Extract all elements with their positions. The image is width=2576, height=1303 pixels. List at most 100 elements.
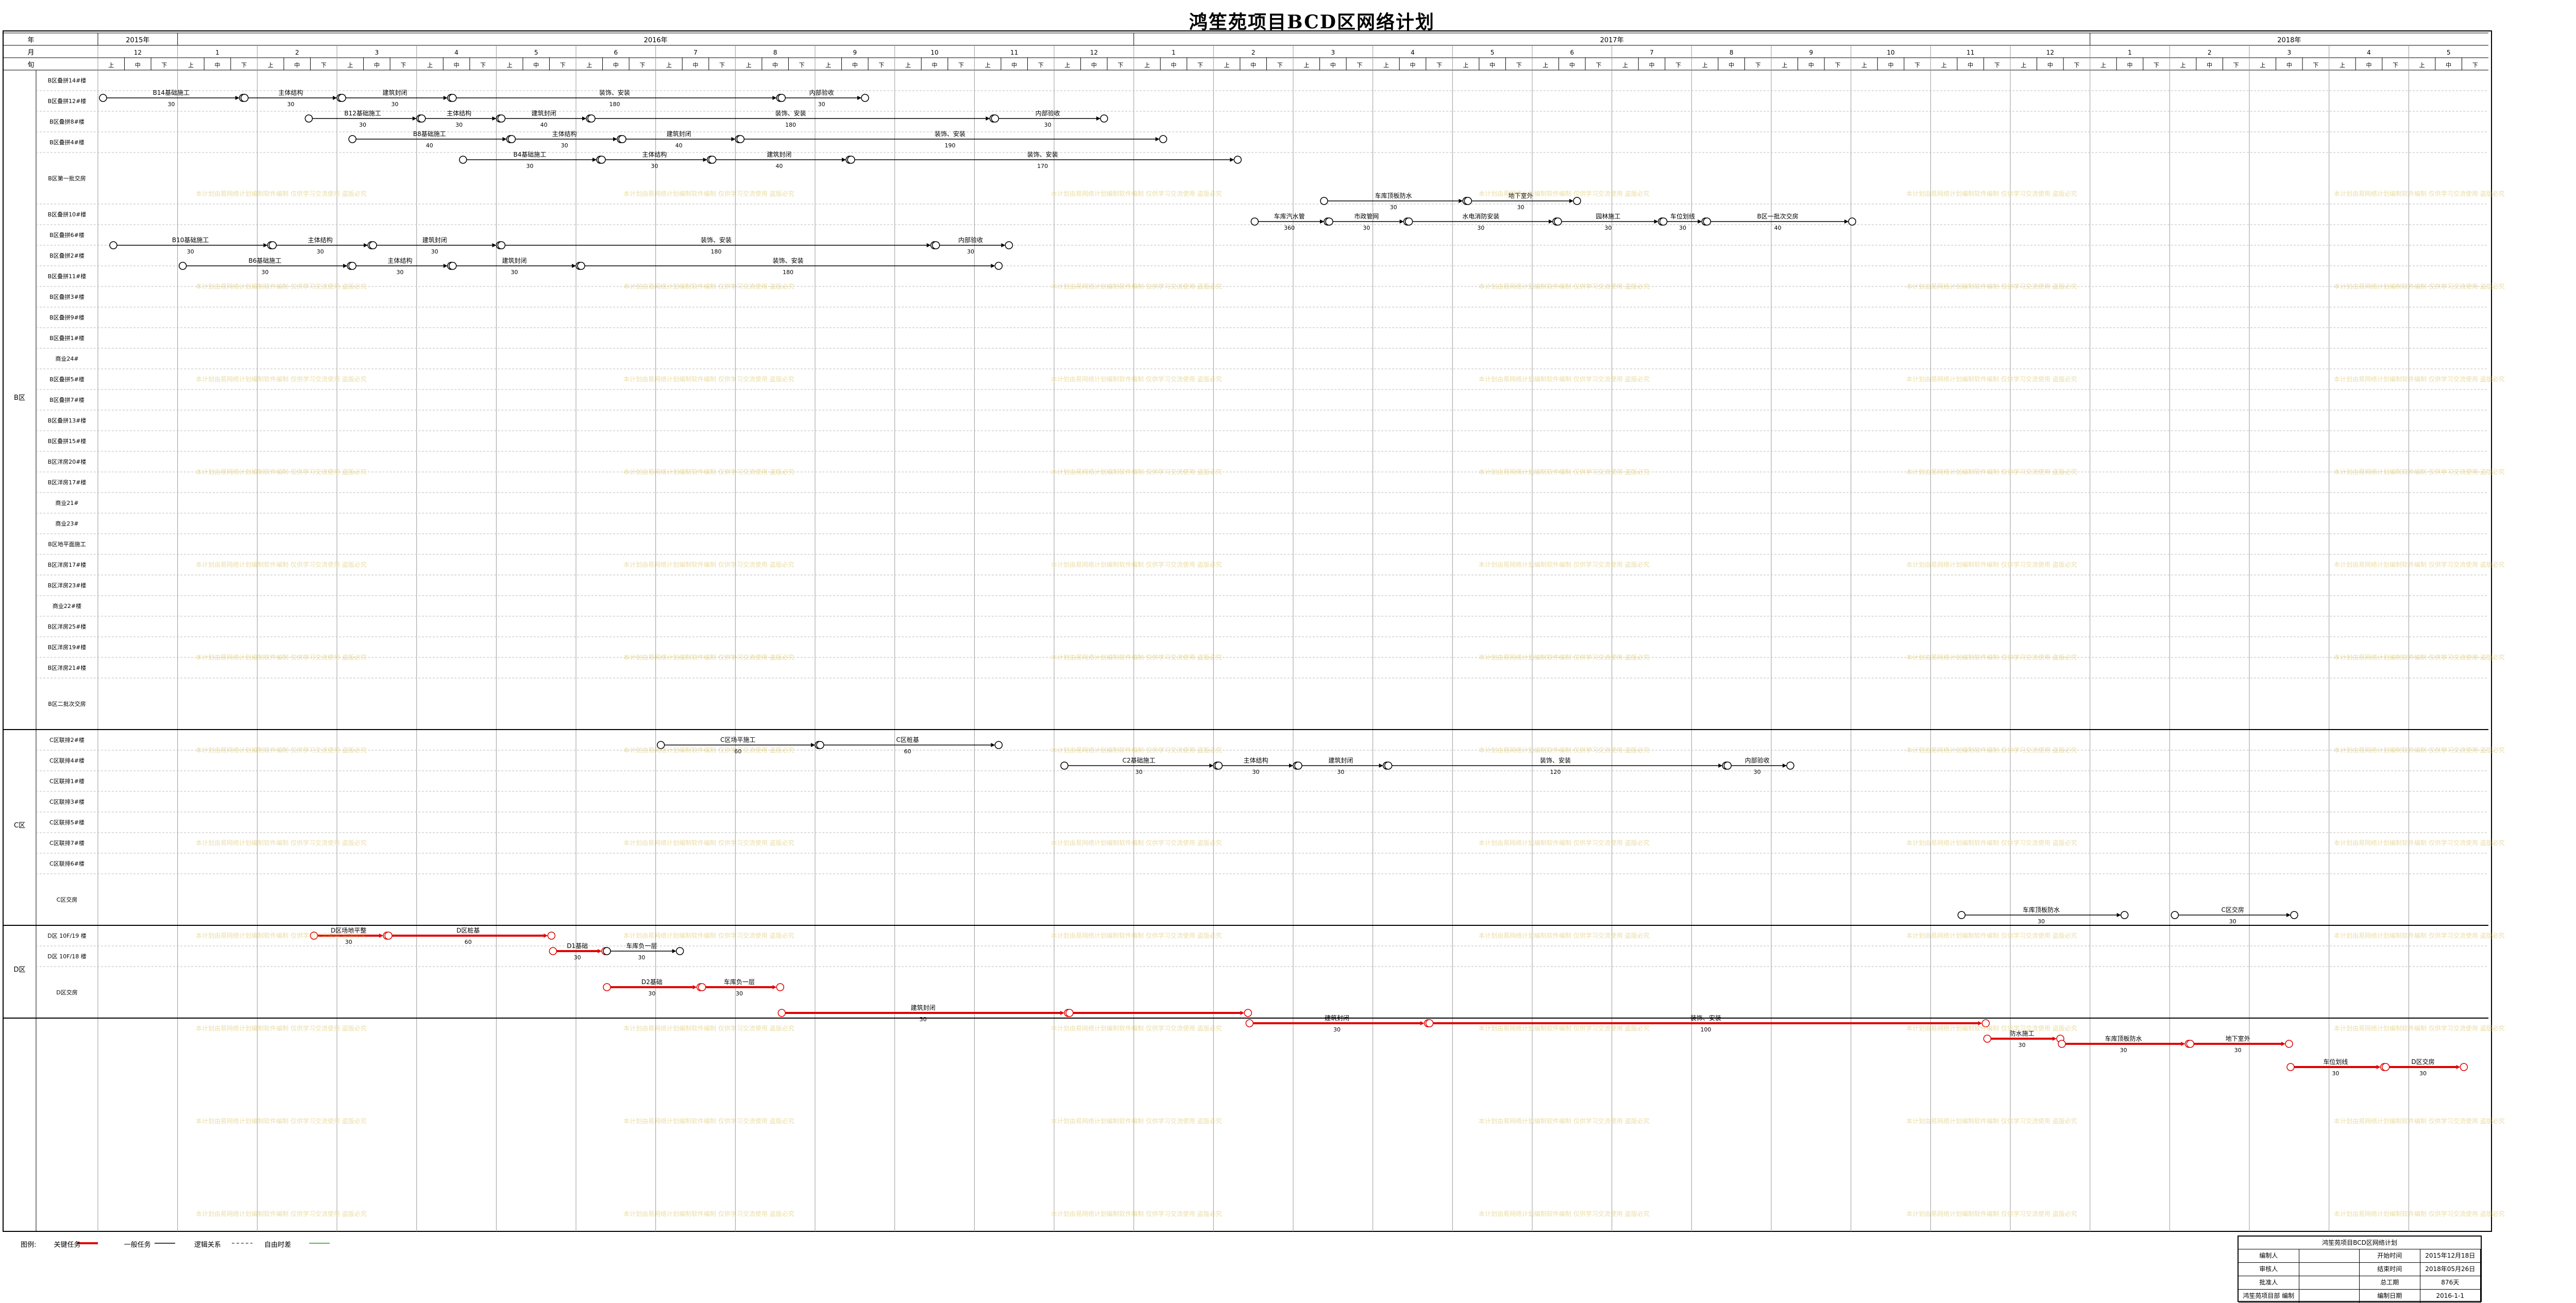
xun-label: 上 bbox=[268, 62, 274, 69]
xun-label: 中 bbox=[1968, 62, 1973, 69]
activity-label: 建筑封闭 bbox=[422, 236, 447, 244]
activity-duration: 30 bbox=[396, 269, 403, 276]
xun-label: 中 bbox=[2366, 62, 2372, 69]
arrow-head bbox=[1698, 219, 1702, 224]
row-label: B区叠拼6#楼 bbox=[49, 231, 84, 239]
row-label: B区叠拼13#楼 bbox=[48, 417, 87, 424]
arrow-head bbox=[692, 985, 697, 989]
event-node bbox=[577, 262, 585, 270]
activity-duration: 30 bbox=[1363, 225, 1370, 231]
activity-label: 主体结构 bbox=[642, 150, 667, 158]
watermark-text: 本计划由易网络计划编制软件编制 仅供学习交流使用 盗版必究 bbox=[1051, 746, 1222, 754]
watermark-text: 本计划由易网络计划编制软件编制 仅供学习交流使用 盗版必究 bbox=[196, 1024, 367, 1032]
row-label-year: 年 bbox=[27, 37, 34, 44]
event-node bbox=[547, 932, 556, 940]
activity-label: B6基础施工 bbox=[248, 257, 281, 264]
watermark-text: 本计划由易网络计划编制软件编制 仅供学习交流使用 盗版必究 bbox=[1479, 190, 1650, 197]
watermark-text: 本计划由易网络计划编制软件编制 仅供学习交流使用 盗版必究 bbox=[2334, 375, 2505, 383]
activity-label: B区一批次交房 bbox=[1757, 212, 1799, 220]
activity-label: B4基础施工 bbox=[513, 151, 546, 158]
row-label: B区洋房25#楼 bbox=[48, 623, 87, 630]
watermark-text: 本计划由易网络计划编制软件编制 仅供学习交流使用 盗版必究 bbox=[196, 375, 367, 383]
watermark-text: 本计划由易网络计划编制软件编制 仅供学习交流使用 盗版必究 bbox=[196, 1117, 367, 1125]
xun-label: 上 bbox=[1782, 62, 1787, 69]
arrow-head bbox=[2181, 1042, 2185, 1046]
year-label: 2018年 bbox=[2277, 37, 2301, 44]
xun-label: 下 bbox=[560, 62, 566, 69]
month-label: 2 bbox=[1251, 49, 1256, 56]
watermark-text: 本计划由易网络计划编制软件编制 仅供学习交流使用 盗版必究 bbox=[1906, 1117, 2077, 1125]
activity-duration: 30 bbox=[287, 101, 294, 108]
row-label: B区洋房17#楼 bbox=[48, 479, 87, 486]
watermark-text: 本计划由易网络计划编制软件编制 仅供学习交流使用 盗版必究 bbox=[2334, 1117, 2505, 1125]
watermark-text: 本计划由易网络计划编制软件编制 仅供学习交流使用 盗版必究 bbox=[1479, 1210, 1650, 1217]
arrow-head bbox=[502, 137, 507, 141]
activity-duration: 30 bbox=[2234, 1047, 2242, 1054]
event-node bbox=[1404, 217, 1413, 226]
event-node bbox=[99, 94, 107, 102]
xun-label: 中 bbox=[1728, 62, 1734, 69]
arrow-head bbox=[1320, 219, 1324, 224]
activity-duration: 30 bbox=[1044, 122, 1052, 128]
row-label: B区叠拼14#楼 bbox=[48, 77, 87, 84]
xun-label: 上 bbox=[2260, 62, 2265, 69]
row-label: B区叠拼8#楼 bbox=[49, 118, 84, 125]
event-node bbox=[1245, 1019, 1254, 1027]
activity-duration: 180 bbox=[783, 269, 793, 276]
arrow-head bbox=[1459, 199, 1463, 203]
activity-label: 车库顶板防水 bbox=[1375, 192, 1412, 199]
month-label: 6 bbox=[1570, 49, 1574, 56]
row-label: C区联排2#楼 bbox=[49, 736, 84, 743]
event-node bbox=[777, 94, 786, 102]
xun-label: 上 bbox=[2180, 62, 2186, 69]
legend-item-logic: 逻辑关系 bbox=[194, 1241, 221, 1249]
xun-label: 上 bbox=[1383, 62, 1389, 69]
event-node bbox=[1573, 197, 1581, 205]
xun-label: 中 bbox=[1808, 62, 1814, 69]
watermark-text: 本计划由易网络计划编制软件编制 仅供学习交流使用 盗版必究 bbox=[623, 282, 794, 290]
event-node bbox=[459, 156, 467, 164]
xun-label: 上 bbox=[2021, 62, 2026, 69]
month-label: 7 bbox=[1650, 49, 1654, 56]
activity-label: C2基础施工 bbox=[1123, 757, 1156, 764]
event-node bbox=[1244, 1009, 1252, 1017]
activity-label: 装饰、安装 bbox=[775, 109, 806, 117]
xun-label: 下 bbox=[241, 62, 247, 69]
event-node bbox=[338, 94, 346, 102]
activity-duration: 30 bbox=[511, 269, 518, 276]
watermark-text: 本计划由易网络计划编制软件编制 仅供学习交流使用 盗版必究 bbox=[1906, 190, 2077, 197]
activity-duration: 180 bbox=[711, 248, 722, 255]
event-node bbox=[1250, 217, 1259, 226]
activity-label: 主体结构 bbox=[447, 109, 471, 117]
xun-label: 中 bbox=[374, 62, 380, 69]
xun-label: 中 bbox=[1011, 62, 1017, 69]
watermark-text: 本计划由易网络计划编制软件编制 仅供学习交流使用 盗版必究 bbox=[1479, 839, 1650, 847]
arrow-head bbox=[1978, 1021, 1982, 1025]
row-label: B区洋房17#楼 bbox=[48, 561, 87, 568]
row-label: B区洋房20#楼 bbox=[48, 458, 87, 465]
xun-label: 下 bbox=[719, 62, 725, 69]
xun-label: 中 bbox=[2286, 62, 2292, 69]
activity-label: 车库顶板防水 bbox=[2023, 906, 2060, 913]
row-label: B区地平面施工 bbox=[48, 541, 86, 548]
activity-duration: 120 bbox=[1550, 769, 1561, 775]
row-label: B区第一批交房 bbox=[48, 175, 86, 182]
event-node bbox=[1554, 217, 1562, 226]
activity-duration: 190 bbox=[945, 142, 956, 149]
arrow-head bbox=[991, 264, 995, 268]
xun-label: 上 bbox=[1702, 62, 1708, 69]
watermark-text: 本计划由易网络计划编制软件编制 仅供学习交流使用 盗版必究 bbox=[2334, 839, 2505, 847]
xun-label: 中 bbox=[613, 62, 619, 69]
arrow-head bbox=[492, 116, 497, 121]
event-node bbox=[109, 241, 117, 249]
row-label: C区联排3#楼 bbox=[49, 798, 84, 805]
event-node bbox=[861, 94, 869, 102]
xun-label: 下 bbox=[878, 62, 884, 69]
watermark-text: 本计划由易网络计划编制软件编制 仅供学习交流使用 盗版必究 bbox=[1906, 653, 2077, 661]
title-block-row: 批准人 总工期 876天 bbox=[2239, 1276, 2481, 1290]
arrow-head bbox=[926, 243, 931, 247]
activity-duration: 100 bbox=[1701, 1026, 1711, 1033]
activity-duration: 40 bbox=[1774, 225, 1782, 231]
event-node bbox=[1065, 1009, 1074, 1017]
